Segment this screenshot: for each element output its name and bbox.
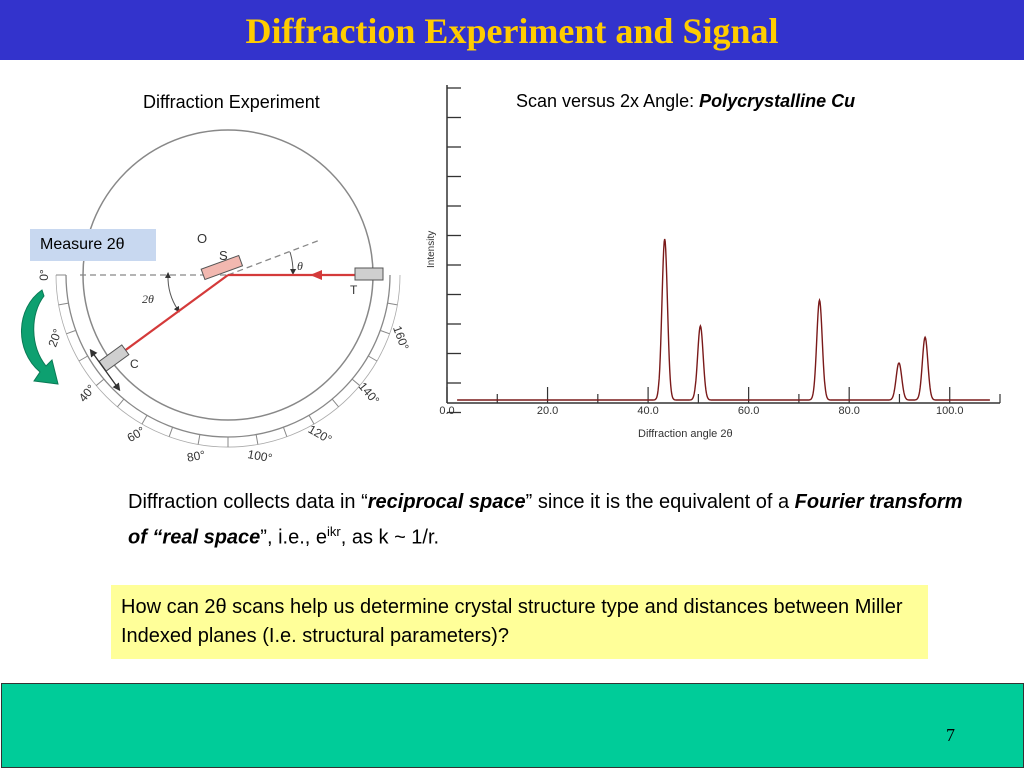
reflected-extension-line [227, 239, 321, 276]
label-o: O [197, 231, 207, 246]
x-axis-label: Diffraction angle 2θ [638, 428, 733, 440]
angle-label: 20° [45, 327, 64, 349]
x-tick-labels: 0.0 20.0 40.0 60.0 80.0 100.0 [439, 405, 963, 417]
para-text-3: ”, i.e., e [260, 526, 327, 549]
angle-tick [58, 302, 69, 306]
measure-two-theta-label: Measure 2θ [30, 229, 156, 261]
page-number: 7 [946, 725, 955, 745]
para-emphasis-reciprocal: reciprocal space [367, 491, 526, 513]
label-s: S [219, 248, 228, 263]
y-axis-label: Intensity [426, 231, 437, 268]
para-superscript: ikr [327, 524, 341, 539]
angle-tick [197, 434, 201, 445]
sample-holder [200, 254, 244, 281]
angle-label: 0° [37, 269, 51, 281]
diffraction-trace [457, 238, 990, 401]
y-ticks [447, 87, 461, 414]
label-t: T [350, 283, 358, 297]
x-tick-label: 60.0 [738, 405, 759, 417]
angle-tick [141, 415, 148, 425]
question-box: How can 2θ scans help us determine cryst… [111, 585, 928, 659]
x-tick-label: 40.0 [637, 405, 658, 417]
angle-scale-ticks [56, 274, 398, 447]
angle-tick [282, 427, 288, 437]
angle-tick [331, 398, 339, 408]
label-two-theta: 2θ [142, 292, 154, 306]
angle-label: 100° [247, 447, 274, 465]
diffraction-experiment-label: Diffraction Experiment [143, 92, 320, 112]
x-tick-label: 20.0 [537, 405, 558, 417]
scan-label-material: Polycrystalline Cu [699, 91, 856, 111]
reciprocal-space-paragraph: Diffraction collects data in “reciprocal… [128, 488, 968, 553]
angle-tick [78, 355, 88, 362]
angle-tick [380, 329, 390, 335]
angle-tick [308, 415, 315, 425]
label-theta: θ [297, 259, 303, 273]
angle-tick [117, 398, 125, 408]
label-c: C [130, 357, 139, 371]
angle-tick [368, 355, 378, 362]
x-tick-label: 100.0 [936, 405, 964, 417]
slide-title: Diffraction Experiment and Signal [245, 11, 779, 51]
x-ray-source [354, 267, 384, 281]
diffracted-beam [111, 274, 229, 361]
scan-label-prefix: Scan versus 2x Angle: [516, 91, 700, 111]
two-theta-arc [164, 272, 180, 313]
angle-tick [351, 378, 361, 386]
angle-label: 80° [186, 448, 206, 465]
angle-tick [168, 427, 174, 437]
beam-arrow-icon [310, 270, 322, 280]
scan-label: Scan versus 2x Angle: Polycrystalline Cu [516, 91, 855, 112]
angle-tick [66, 329, 76, 335]
detector-motion-arrow [89, 348, 121, 392]
angle-tick [255, 434, 259, 445]
para-text-1: Diffraction collects data in “ [128, 491, 368, 513]
para-emphasis-fourier: Fourier transform of “real space [128, 491, 963, 549]
x-tick-label: 0.0 [439, 405, 454, 417]
para-text-4: , as k ~ 1/r. [340, 526, 440, 549]
angle-tick [387, 302, 398, 306]
title-bar [0, 0, 1024, 60]
footer-bar [1, 683, 1024, 768]
para-text-2: ” since it is the equivalent of a [525, 491, 795, 513]
rotation-arrow-icon [21, 289, 59, 385]
theta-arc [289, 251, 297, 275]
x-tick-label: 80.0 [838, 405, 859, 417]
